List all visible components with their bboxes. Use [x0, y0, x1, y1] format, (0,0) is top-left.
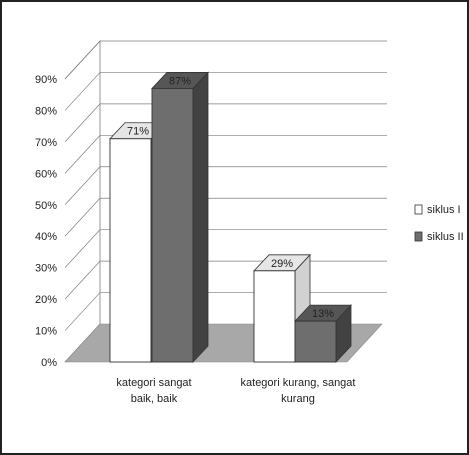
legend-label: siklus I: [427, 204, 461, 216]
gridline-depth: [64, 260, 101, 300]
y-tick-label: 40%: [35, 231, 57, 243]
category-label: kategori kurang, sangat: [241, 377, 356, 389]
category-label: baik, baik: [131, 393, 178, 405]
gridline-depth: [64, 103, 101, 143]
data-label: 29%: [271, 258, 293, 270]
bar-side: [192, 71, 209, 364]
gridline-depth: [64, 72, 101, 111]
y-tick-label: 0%: [41, 357, 57, 369]
data-label: 13%: [312, 308, 334, 320]
legend-swatch: [414, 231, 423, 242]
legend-swatch: [414, 204, 423, 215]
gridline-depth: [64, 166, 101, 206]
data-label: 87%: [169, 75, 191, 87]
gridline-depth: [64, 229, 101, 268]
y-tick-label: 50%: [35, 200, 57, 212]
category-label: kurang: [281, 393, 315, 405]
y-tick-label: 90%: [35, 74, 57, 86]
y-tick-label: 30%: [35, 263, 57, 275]
y-tick-label: 10%: [35, 326, 57, 338]
gridline-depth: [64, 292, 101, 331]
y-tick-label: 20%: [35, 294, 57, 306]
y-tick-label: 80%: [35, 105, 57, 117]
y-tick-label: 70%: [35, 137, 57, 149]
bar-2-1: [151, 87, 194, 363]
gridline-depth: [64, 197, 101, 237]
bar-2-2: [294, 320, 337, 363]
bar-1-2: [253, 270, 296, 363]
bar-1-1: [109, 138, 152, 363]
legend-label: siklus II: [427, 231, 464, 243]
data-label: 71%: [127, 126, 149, 138]
gridline-depth: [64, 135, 101, 174]
y-tick-label: 60%: [35, 168, 57, 180]
category-label: kategori sangat: [116, 377, 191, 389]
side-wall: [64, 39, 101, 363]
gridline-depth: [64, 40, 101, 80]
